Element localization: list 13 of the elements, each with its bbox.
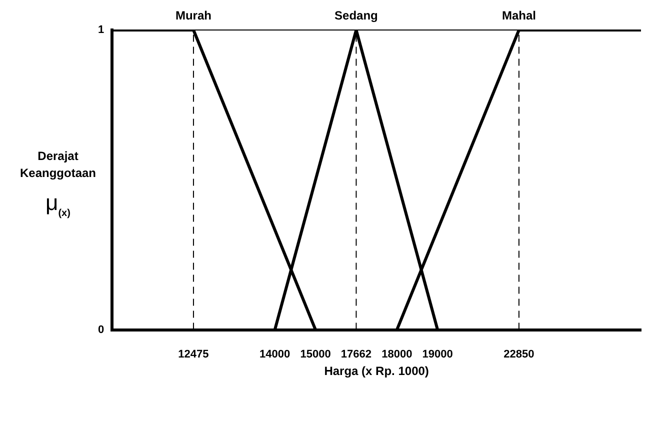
x-tick-label: 14000: [260, 348, 290, 360]
y-tick-label: 1: [98, 24, 104, 36]
x-tick-label: 12475: [178, 348, 209, 360]
x-tick-label: 18000: [382, 348, 412, 360]
series-label: Murah: [175, 8, 212, 22]
x-tick-label: 15000: [300, 348, 331, 360]
x-axis-title: Harga (x Rp. 1000): [324, 364, 429, 378]
y-tick-label: 0: [98, 324, 104, 336]
x-tick-label: 22850: [504, 348, 534, 360]
series-label: Mahal: [502, 8, 536, 22]
series-label: Sedang: [334, 8, 378, 22]
x-tick-label: 17662: [340, 348, 372, 360]
x-tick-label: 19000: [422, 348, 453, 360]
